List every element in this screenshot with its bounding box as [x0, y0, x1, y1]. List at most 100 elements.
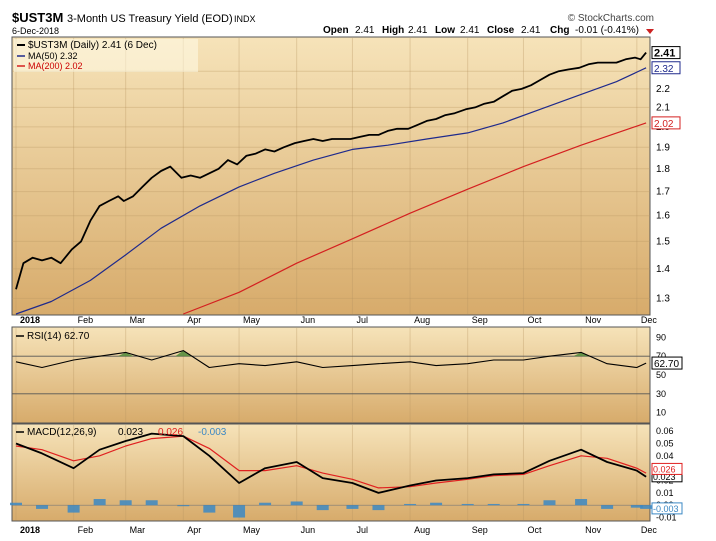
- chart-date: 6-Dec-2018: [12, 26, 59, 36]
- macd-value-tag-text: 0.026: [653, 464, 676, 474]
- macd-histogram-bar: [233, 505, 246, 518]
- macd-tick-label: 0.06: [656, 426, 674, 436]
- price-value-tag: [651, 46, 681, 60]
- month-label: Dec: [641, 315, 658, 325]
- month-label: Nov: [585, 315, 602, 325]
- macd-panel: [11, 423, 651, 522]
- macd-histogram-bar: [517, 503, 530, 506]
- macd-histogram-bar: [36, 505, 49, 509]
- month-label: Sep: [472, 315, 488, 325]
- macd-value-tag: [651, 462, 683, 475]
- macd-histogram-bar: [487, 503, 500, 506]
- rsi-overbought-fill: [117, 352, 134, 357]
- macd-histogram-bar: [430, 502, 443, 506]
- brand-label: © StockCharts.com: [568, 13, 654, 24]
- high-label: High: [382, 25, 404, 36]
- month-label: Jul: [356, 525, 368, 535]
- price-value-tag-text: 2.41: [654, 48, 675, 60]
- price-tick-label: 1.7: [656, 187, 670, 198]
- open-value: 2.41: [355, 25, 375, 36]
- rsi-tick-label: 50: [656, 370, 666, 380]
- macd-histogram-bar: [316, 505, 329, 511]
- macd-histogram-bar: [10, 502, 22, 506]
- macd-line: [15, 432, 647, 494]
- legend-signal-value: 0.026: [158, 427, 183, 438]
- close-value: 2.41: [521, 25, 541, 36]
- macd-value-tag-text: 0.023: [653, 472, 676, 482]
- legend-ma50: MA(50) 2.32: [28, 51, 78, 61]
- rsi-overbought-fill: [573, 352, 590, 357]
- legend-macd-value: 0.023: [118, 427, 143, 438]
- rsi-overbought-fill: [175, 350, 192, 357]
- low-label: Low: [435, 25, 455, 36]
- change-value: -0.01 (-0.41%): [575, 25, 639, 36]
- exchange-label: INDX: [234, 14, 256, 24]
- rsi-tick-label: 10: [656, 408, 666, 418]
- rsi-line: [15, 350, 647, 369]
- legend-rsi: RSI(14) 62.70: [27, 331, 90, 342]
- rsi-value-tag: [651, 356, 683, 370]
- month-label: 2018: [20, 315, 40, 325]
- month-label: 2018: [20, 525, 40, 535]
- macd-tick-label: 0.01: [656, 488, 674, 498]
- month-label: Feb: [78, 525, 94, 535]
- close-label: Close: [487, 25, 515, 36]
- macd-histogram-bar: [640, 505, 653, 509]
- macd-value-tag-text: -0.003: [653, 504, 679, 514]
- price-line: [15, 52, 647, 290]
- macd-histogram-bar: [119, 500, 132, 506]
- legend-box: [14, 39, 198, 72]
- macd-histogram-bar: [93, 499, 106, 506]
- ma200-line: [183, 122, 647, 315]
- macd-value-tag: [651, 502, 683, 515]
- rsi-tick-label: 30: [656, 389, 666, 399]
- price-tick-label: 1.3: [656, 293, 670, 304]
- change-label: Chg: [550, 25, 569, 36]
- series-layer: [10, 52, 653, 518]
- high-value: 2.41: [408, 25, 428, 36]
- macd-histogram-bar: [259, 502, 272, 506]
- month-label: Oct: [527, 315, 542, 325]
- month-label: Jun: [301, 315, 316, 325]
- month-label: Mar: [130, 315, 146, 325]
- macd-histogram-bar: [290, 501, 303, 506]
- down-arrow-icon: [646, 29, 654, 34]
- price-tick-label: 2.1: [656, 102, 670, 113]
- rsi-tick-label: 90: [656, 332, 666, 342]
- rsi-value-tag-text: 62.70: [654, 359, 679, 370]
- month-label: Dec: [641, 525, 658, 535]
- chart-symbol: $UST3M: [12, 10, 63, 25]
- macd-histogram-bar: [543, 500, 556, 506]
- ma50-line: [15, 67, 647, 315]
- price-tick-label: 2.2: [656, 84, 670, 95]
- macd-histogram-bar: [404, 503, 417, 506]
- month-label: Aug: [414, 315, 430, 325]
- rsi-legend: RSI(14) 62.70: [16, 331, 90, 342]
- macd-histogram-bar: [203, 505, 216, 513]
- rsi-tick-label: 70: [656, 351, 666, 361]
- legend-histogram-value: -0.003: [198, 427, 227, 438]
- macd-tick-label: -0.01: [656, 513, 677, 523]
- low-value: 2.41: [460, 25, 480, 36]
- price-value-tag: [651, 116, 681, 130]
- month-label: Jul: [356, 315, 368, 325]
- macd-histogram-bar: [575, 499, 588, 506]
- month-label: Feb: [78, 315, 94, 325]
- price-tick-label: 1.6: [656, 211, 670, 222]
- chart-title: 3-Month US Treasury Yield (EOD): [67, 13, 233, 25]
- price-value-tag-text: 2.02: [654, 119, 674, 130]
- month-label: Apr: [187, 315, 201, 325]
- macd-histogram-bar: [630, 505, 643, 508]
- macd-tick-label: 0.04: [656, 451, 674, 461]
- macd-signal-line: [15, 435, 647, 489]
- open-label: Open: [323, 25, 349, 36]
- macd-legend: MACD(12,26,9) 0.023 0.026 -0.003: [16, 427, 227, 438]
- month-label: Jun: [301, 525, 316, 535]
- month-label: Mar: [130, 525, 146, 535]
- price-tick-label: 1.8: [656, 164, 670, 175]
- month-label: May: [243, 315, 261, 325]
- macd-histogram-bar: [67, 505, 80, 513]
- price-tick-label: 1.4: [656, 264, 670, 275]
- legend-price: $UST3M (Daily) 2.41 (6 Dec): [28, 40, 157, 51]
